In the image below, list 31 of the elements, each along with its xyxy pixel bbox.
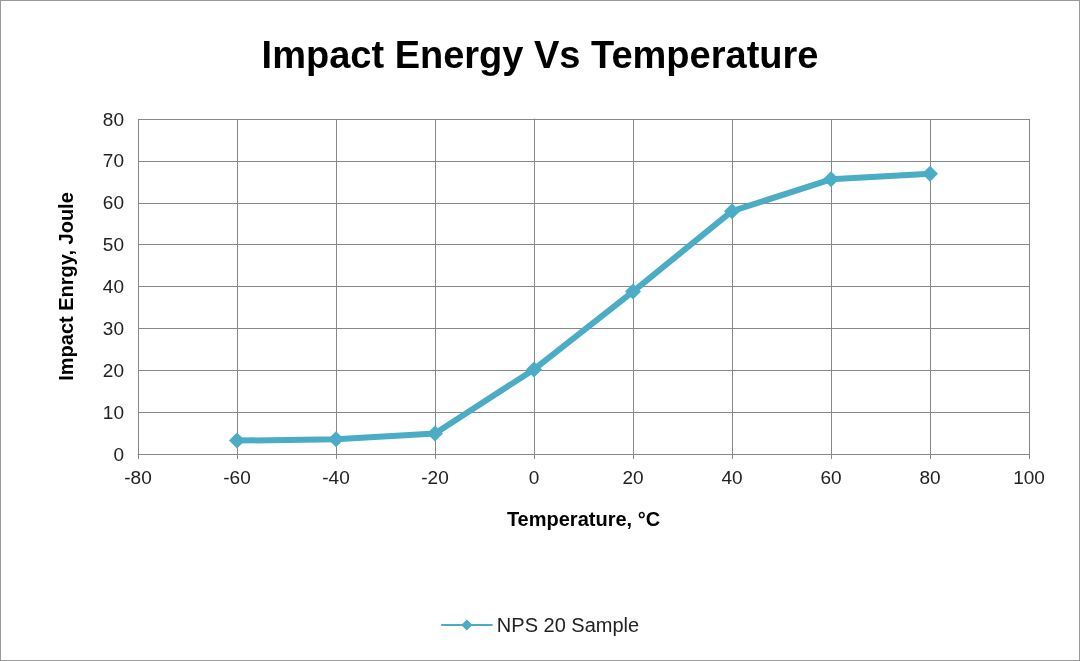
point (427, 425, 443, 442)
y-tick-label: 60 (102, 192, 124, 214)
y-tick-label: 70 (102, 150, 124, 172)
x-tick-label: 80 (919, 467, 941, 488)
y-tick-label: 80 (102, 108, 124, 130)
point (328, 431, 344, 448)
x-tick-label: -20 (421, 467, 449, 488)
point (922, 165, 938, 182)
y-tick-label: 0 (113, 443, 124, 465)
x-tick-label: 20 (622, 467, 644, 488)
y-tick-label: 10 (102, 401, 124, 423)
x-tick-label: -80 (124, 467, 152, 488)
x-axis-title: Temperature, °C (506, 508, 661, 530)
x-tick-label: -40 (322, 467, 350, 488)
x-tick-label: 60 (820, 467, 842, 488)
x-tick-label: 40 (721, 467, 743, 488)
x-tick-label: 0 (528, 467, 540, 488)
point (823, 171, 839, 188)
chart-title: Impact Energy Vs Temperature (261, 34, 819, 76)
y-tick-label: 20 (102, 359, 124, 381)
y-axis-title: Impact Enrgy, Joule (55, 192, 77, 381)
x-tick-label: 100 (1013, 467, 1045, 488)
x-tick-label: -60 (223, 467, 251, 488)
point (229, 432, 245, 449)
point (724, 203, 740, 220)
point (526, 361, 542, 378)
point (625, 283, 641, 300)
legend-label: NPS 20 Sample (496, 614, 640, 636)
y-tick-label: 30 (102, 317, 124, 339)
y-tick-label: 40 (102, 276, 124, 297)
y-tick-label: 50 (102, 234, 124, 256)
